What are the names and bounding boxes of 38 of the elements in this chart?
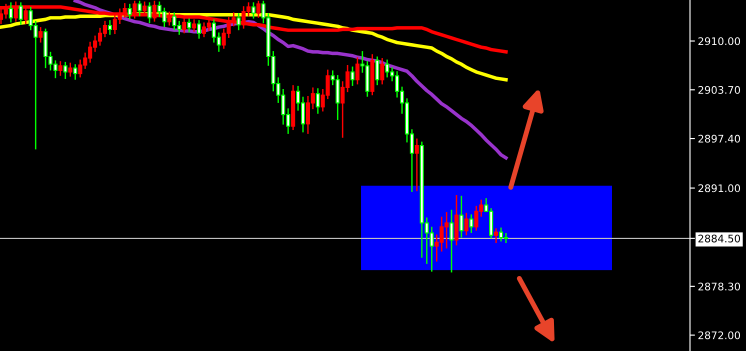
candlestick bbox=[355, 56, 360, 86]
candlestick bbox=[187, 18, 192, 34]
candlestick bbox=[138, 0, 142, 17]
candlestick bbox=[18, 2, 23, 26]
candlestick bbox=[494, 228, 498, 244]
y-tick-label: 2878.30 bbox=[698, 282, 740, 290]
candlestick bbox=[256, 0, 260, 18]
y-tick-label: 2884.50 bbox=[698, 234, 740, 242]
candlestick bbox=[63, 61, 68, 80]
candlestick bbox=[68, 62, 72, 78]
candlestick bbox=[128, 3, 132, 20]
candlestick bbox=[196, 19, 202, 40]
candlestick bbox=[236, 12, 241, 31]
y-tick-label: 2897.40 bbox=[698, 134, 740, 143]
line-series bbox=[74, 0, 508, 160]
candlestick bbox=[108, 19, 112, 36]
y-tick-label: 2903.70 bbox=[698, 86, 740, 94]
candlestick bbox=[375, 56, 380, 86]
candlestick bbox=[182, 17, 186, 34]
candlestick bbox=[414, 138, 419, 192]
y-tick-label: 2891.00 bbox=[698, 184, 740, 192]
candlestick bbox=[58, 60, 62, 77]
candlestick bbox=[38, 26, 43, 44]
candlestick bbox=[147, 2, 152, 24]
candlestick bbox=[192, 18, 196, 32]
candlestick bbox=[464, 212, 468, 236]
candlestick bbox=[459, 195, 464, 238]
candlestick bbox=[380, 57, 384, 86]
candlestick bbox=[167, 10, 172, 26]
candlestick bbox=[469, 214, 474, 234]
candlestick bbox=[350, 66, 355, 87]
candlestick bbox=[449, 209, 454, 274]
candlestick bbox=[8, 2, 13, 24]
y-tick-label: 2872.00 bbox=[698, 331, 740, 340]
candlestick bbox=[73, 64, 78, 80]
candlestick bbox=[316, 88, 320, 114]
candlestick bbox=[251, 2, 256, 20]
y-tick-label: 2910.00 bbox=[698, 37, 740, 46]
